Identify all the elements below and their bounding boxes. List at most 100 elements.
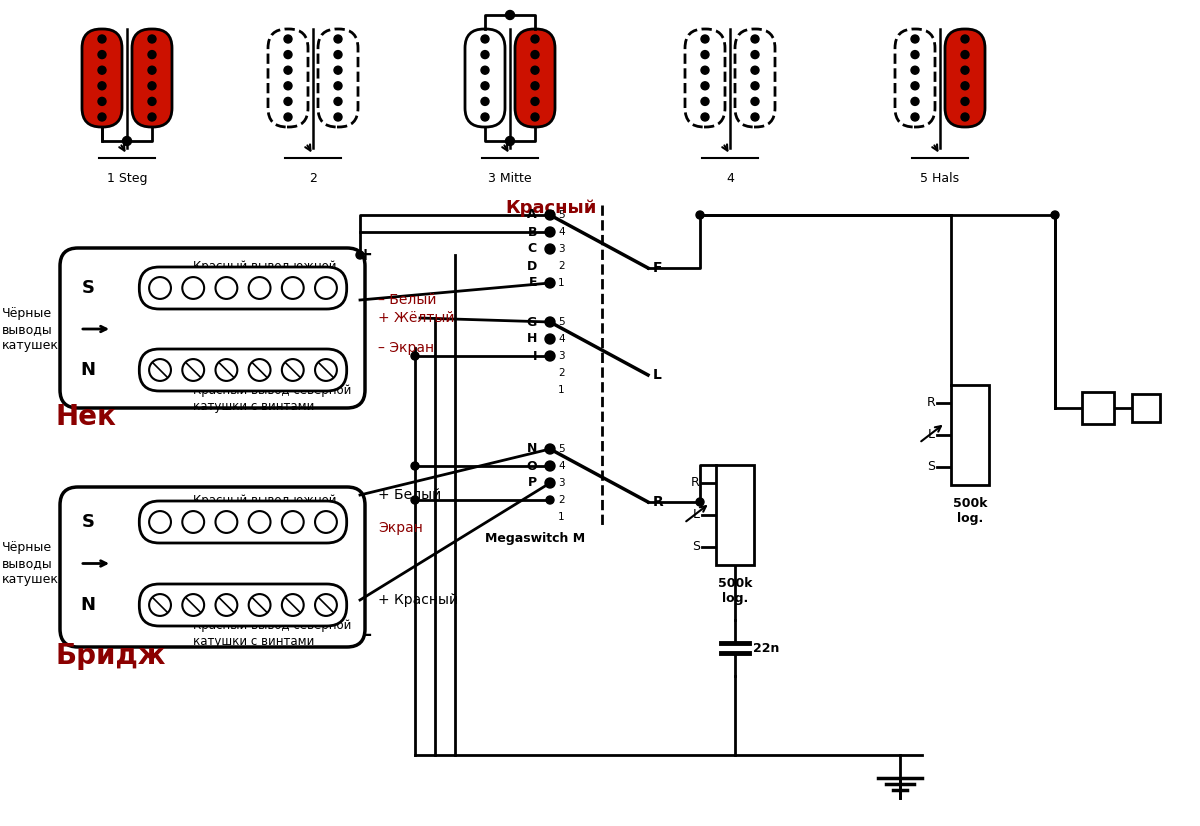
Circle shape xyxy=(284,97,292,106)
Circle shape xyxy=(148,82,156,90)
Circle shape xyxy=(961,97,970,106)
Text: R: R xyxy=(926,396,935,410)
Text: 2: 2 xyxy=(310,172,317,185)
Circle shape xyxy=(530,35,539,43)
Text: I: I xyxy=(533,349,538,363)
Circle shape xyxy=(546,479,554,487)
FancyBboxPatch shape xyxy=(139,584,347,626)
Text: 3 Mitte: 3 Mitte xyxy=(488,172,532,185)
Text: – Экран: – Экран xyxy=(378,341,434,355)
Text: N: N xyxy=(80,596,96,614)
Text: 5: 5 xyxy=(558,444,565,454)
Text: 4: 4 xyxy=(558,461,565,471)
Circle shape xyxy=(530,97,539,106)
Circle shape xyxy=(545,278,554,288)
Text: 5: 5 xyxy=(558,317,565,327)
Text: 500k
log.: 500k log. xyxy=(953,497,988,525)
Text: 22n: 22n xyxy=(754,642,779,654)
Circle shape xyxy=(546,462,554,470)
Circle shape xyxy=(1051,211,1060,219)
Text: – Белый: – Белый xyxy=(378,293,437,307)
Circle shape xyxy=(530,66,539,74)
Circle shape xyxy=(284,50,292,59)
Bar xyxy=(716,465,754,565)
FancyBboxPatch shape xyxy=(139,349,347,391)
Text: 3: 3 xyxy=(558,244,565,254)
Text: N: N xyxy=(80,361,96,379)
Circle shape xyxy=(98,82,106,90)
Text: Красный: Красный xyxy=(505,199,596,217)
Circle shape xyxy=(284,113,292,121)
Text: S: S xyxy=(82,513,95,531)
FancyBboxPatch shape xyxy=(60,248,365,408)
Circle shape xyxy=(334,50,342,59)
Circle shape xyxy=(701,50,709,59)
FancyBboxPatch shape xyxy=(685,29,725,127)
Circle shape xyxy=(961,35,970,43)
Circle shape xyxy=(505,11,515,20)
Text: 2: 2 xyxy=(558,368,565,378)
Circle shape xyxy=(545,444,554,454)
Circle shape xyxy=(98,113,106,121)
Text: 1: 1 xyxy=(558,512,565,522)
Text: S: S xyxy=(82,279,95,297)
Circle shape xyxy=(481,35,490,43)
Circle shape xyxy=(545,210,554,220)
Circle shape xyxy=(148,113,156,121)
Circle shape xyxy=(122,136,132,145)
Circle shape xyxy=(148,50,156,59)
Text: H: H xyxy=(527,333,538,345)
Text: 3: 3 xyxy=(558,351,565,361)
Circle shape xyxy=(911,97,919,106)
Circle shape xyxy=(546,211,554,219)
Text: Экран: Экран xyxy=(378,521,422,535)
Circle shape xyxy=(545,461,554,471)
Circle shape xyxy=(546,279,554,287)
Circle shape xyxy=(410,352,419,360)
Circle shape xyxy=(284,66,292,74)
Circle shape xyxy=(530,113,539,121)
Circle shape xyxy=(701,82,709,90)
Circle shape xyxy=(701,97,709,106)
Circle shape xyxy=(961,82,970,90)
Circle shape xyxy=(911,66,919,74)
Circle shape xyxy=(356,251,364,259)
Text: S: S xyxy=(692,540,700,553)
Text: Красный вывод южной
катушки с цилиндрами: Красный вывод южной катушки с цилиндрами xyxy=(193,260,340,289)
Text: Бридж: Бридж xyxy=(55,642,166,670)
Text: 3: 3 xyxy=(558,478,565,488)
Circle shape xyxy=(696,211,704,219)
Bar xyxy=(1132,394,1160,422)
Text: Megaswitch M: Megaswitch M xyxy=(485,532,586,545)
Text: P: P xyxy=(528,477,538,490)
Circle shape xyxy=(546,352,554,360)
Circle shape xyxy=(546,228,554,236)
Text: + Белый: + Белый xyxy=(378,488,442,502)
Circle shape xyxy=(911,35,919,43)
Text: C: C xyxy=(528,243,538,255)
Circle shape xyxy=(481,97,490,106)
Text: 4: 4 xyxy=(726,172,734,185)
Text: + Жёлтый: + Жёлтый xyxy=(378,311,455,325)
FancyBboxPatch shape xyxy=(515,29,554,127)
FancyBboxPatch shape xyxy=(139,267,347,309)
Circle shape xyxy=(961,66,970,74)
Text: D: D xyxy=(527,259,538,273)
Circle shape xyxy=(481,113,490,121)
Text: F: F xyxy=(653,261,662,275)
Circle shape xyxy=(148,35,156,43)
FancyBboxPatch shape xyxy=(946,29,985,127)
Circle shape xyxy=(751,97,760,106)
Circle shape xyxy=(546,496,554,504)
Circle shape xyxy=(148,66,156,74)
Text: Красный вывод южной
катушки с цилиндрами: Красный вывод южной катушки с цилиндрами xyxy=(193,494,340,523)
Circle shape xyxy=(701,35,709,43)
Circle shape xyxy=(545,478,554,488)
Circle shape xyxy=(701,66,709,74)
FancyBboxPatch shape xyxy=(318,29,358,127)
Circle shape xyxy=(751,35,760,43)
Circle shape xyxy=(545,244,554,254)
Circle shape xyxy=(530,50,539,59)
FancyBboxPatch shape xyxy=(466,29,505,127)
Bar xyxy=(952,385,989,485)
